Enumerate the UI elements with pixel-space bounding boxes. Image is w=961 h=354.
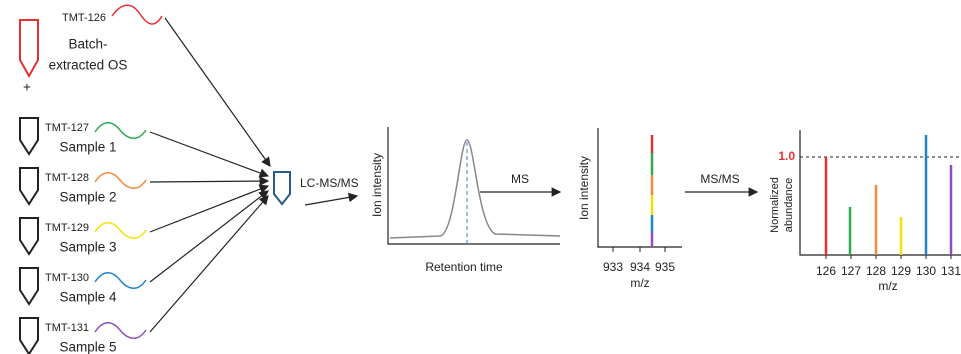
arrow [164,17,271,167]
axis-label: Ion intensity [577,156,591,220]
tube [19,117,39,156]
label: Sample 4 [59,290,117,305]
label: Batch- [68,37,107,52]
label: extracted OS [49,58,128,73]
axis [597,128,682,248]
wave [94,172,147,189]
plus: + [23,80,31,95]
tick-label: 130 [916,264,936,278]
tube [19,267,39,306]
label: Sample 3 [59,240,116,255]
reporter-ions [824,135,953,255]
tick-label: 935 [655,260,675,274]
tick-label: 129 [891,264,911,278]
tick-label: 933 [603,260,623,274]
axis [387,127,560,245]
arrow [304,192,359,206]
step-label: MS [511,172,529,186]
tube [19,317,39,354]
peak [389,139,561,239]
wave [94,322,147,339]
tick-label: 131 [941,264,961,278]
tube [19,19,39,79]
tag: TMT-127 [45,122,89,134]
tag: TMT-130 [45,272,89,284]
wave [94,122,147,139]
wave [94,272,147,289]
ref-label: 1.0 [778,149,795,163]
axis-label: m/z [630,276,649,290]
label: Sample 5 [59,340,116,354]
axis [799,130,961,256]
arrow [149,184,270,233]
label: Sample 2 [59,190,116,205]
arrow [149,190,269,283]
tick-label: 934 [630,260,650,274]
wave [111,4,163,25]
tube [19,217,39,256]
arrow [149,176,270,186]
samples: TMT-127 Sample 1 TMT-128 Sample 2 TMT-129 Sam… [19,117,270,354]
tube [19,167,39,206]
axis-label: Ion intensity [370,153,384,217]
arrow [149,195,269,333]
tag: TMT-126 [62,12,106,24]
tag: TMT-131 [45,322,89,334]
wave [94,222,147,239]
step-label: MS/MS [700,172,739,186]
tube [273,171,291,206]
axis-label: m/z [878,279,897,293]
step-label: LC-MS/MS [300,176,359,190]
label: Sample 1 [59,140,116,155]
arrow [149,131,270,178]
tag: TMT-128 [45,172,89,184]
axis-label: Normalized [769,177,781,233]
tick-label: 126 [816,264,836,278]
tick-label: 127 [841,264,861,278]
tag: TMT-129 [45,222,89,234]
axis-label: abundance [783,178,795,232]
tick-label: 128 [866,264,886,278]
axis-label: Retention time [425,260,503,274]
